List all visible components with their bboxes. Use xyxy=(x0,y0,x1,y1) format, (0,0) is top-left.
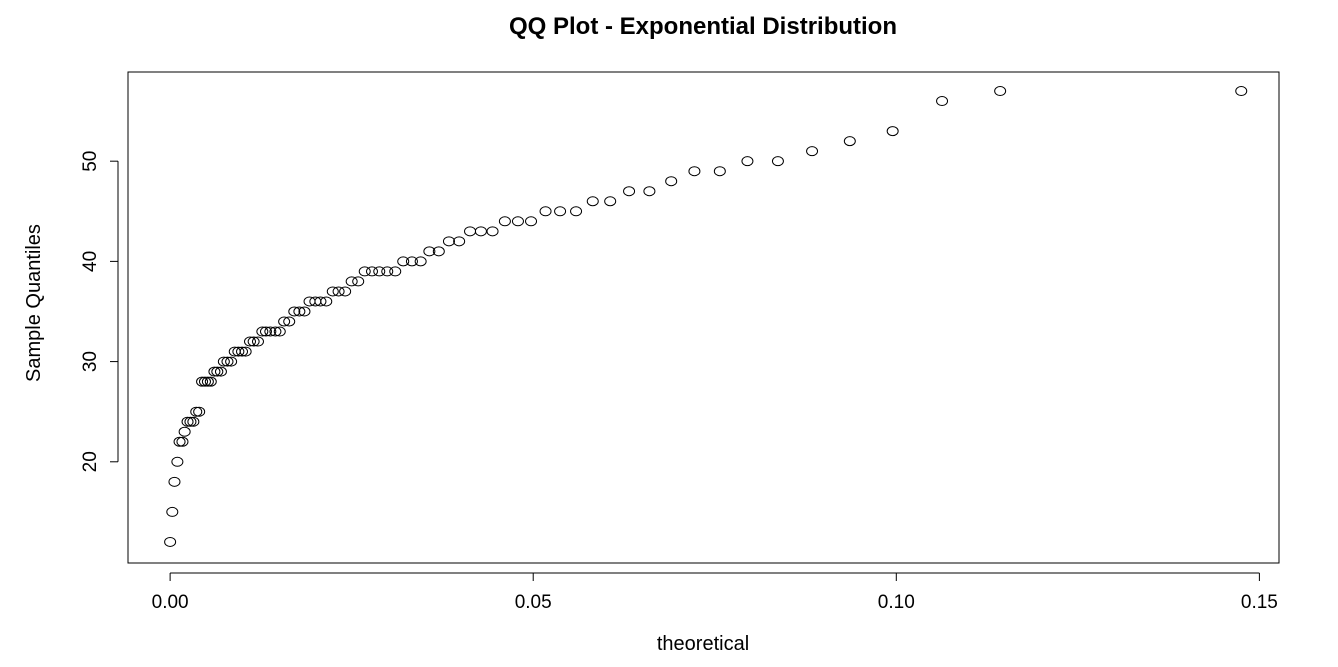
data-point xyxy=(221,356,234,367)
data-point xyxy=(251,336,264,347)
data-point xyxy=(365,266,378,277)
data-point xyxy=(688,166,701,177)
data-point xyxy=(193,406,206,417)
x-tick-label: 0.00 xyxy=(152,592,189,613)
y-axis-label: Sample Quantiles xyxy=(23,224,45,382)
data-point xyxy=(176,436,189,447)
plot-frame xyxy=(127,71,1280,564)
data-point xyxy=(432,246,445,257)
data-point xyxy=(397,256,410,267)
x-axis: 0.00 0.05 0.10 0.15 xyxy=(152,572,1278,613)
data-point xyxy=(164,536,177,547)
data-point xyxy=(373,266,386,277)
data-point xyxy=(187,416,200,427)
data-point xyxy=(278,316,291,327)
data-point xyxy=(994,86,1007,97)
data-point xyxy=(208,366,221,377)
y-tick-label: 20 xyxy=(80,451,101,472)
data-point xyxy=(358,266,371,277)
x-tick-label: 0.05 xyxy=(515,592,552,613)
data-point xyxy=(665,176,678,187)
data-point xyxy=(345,276,358,287)
data-point xyxy=(196,376,209,387)
data-point xyxy=(405,256,418,267)
data-point xyxy=(217,356,230,367)
data-point xyxy=(414,256,427,267)
data-point xyxy=(190,406,203,417)
data-point xyxy=(214,366,227,377)
data-point xyxy=(247,336,260,347)
data-point xyxy=(713,166,726,177)
data-point xyxy=(1235,86,1248,97)
data-point xyxy=(806,146,819,157)
data-point xyxy=(623,186,636,197)
x-axis-label: theoretical xyxy=(657,633,749,655)
chart-title: QQ Plot - Exponential Distribution xyxy=(509,13,897,40)
data-point xyxy=(243,336,256,347)
data-point xyxy=(264,326,277,337)
data-point xyxy=(474,226,487,237)
data-point xyxy=(166,506,179,517)
data-point xyxy=(314,296,327,307)
y-tick-label: 40 xyxy=(80,251,101,272)
data-point xyxy=(239,346,252,357)
data-point xyxy=(320,296,333,307)
data-point xyxy=(486,226,499,237)
data-point xyxy=(332,286,345,297)
data-point xyxy=(604,196,617,207)
data-point xyxy=(570,206,583,217)
data-point xyxy=(554,206,567,217)
data-point xyxy=(201,376,214,387)
data-point xyxy=(293,306,306,317)
data-point xyxy=(168,476,181,487)
data-point xyxy=(211,366,224,377)
data-point xyxy=(225,356,238,367)
data-point xyxy=(389,266,402,277)
data-point xyxy=(525,216,538,227)
data-point xyxy=(453,236,466,247)
data-point xyxy=(539,206,552,217)
data-point xyxy=(498,216,511,227)
y-tick-label: 30 xyxy=(80,351,101,372)
data-point xyxy=(423,246,436,257)
data-point xyxy=(771,156,784,167)
data-point xyxy=(464,226,477,237)
y-axis: 20 30 40 50 xyxy=(80,151,119,472)
data-point xyxy=(298,306,311,317)
data-point xyxy=(381,266,394,277)
data-point xyxy=(256,326,269,337)
data-point xyxy=(511,216,524,227)
x-tick-label: 0.10 xyxy=(878,592,915,613)
data-points xyxy=(164,86,1248,547)
y-tick-label: 50 xyxy=(80,151,101,172)
data-point xyxy=(178,426,191,437)
data-point xyxy=(198,376,211,387)
data-point xyxy=(843,136,856,147)
data-point xyxy=(586,196,599,207)
data-point xyxy=(741,156,754,167)
data-point xyxy=(283,316,296,327)
data-point xyxy=(643,186,656,197)
data-point xyxy=(259,326,272,337)
data-point xyxy=(886,126,899,137)
data-point xyxy=(232,346,245,357)
data-point xyxy=(181,416,194,427)
data-point xyxy=(352,276,365,287)
data-point xyxy=(236,346,249,357)
data-point xyxy=(204,376,217,387)
data-point xyxy=(442,236,455,247)
data-point xyxy=(936,96,949,107)
data-point xyxy=(269,326,282,337)
data-point xyxy=(326,286,339,297)
x-tick-label: 0.15 xyxy=(1241,592,1278,613)
data-point xyxy=(184,416,197,427)
data-point xyxy=(339,286,352,297)
data-point xyxy=(273,326,286,337)
data-point xyxy=(288,306,301,317)
data-point xyxy=(173,436,186,447)
data-point xyxy=(171,456,184,467)
